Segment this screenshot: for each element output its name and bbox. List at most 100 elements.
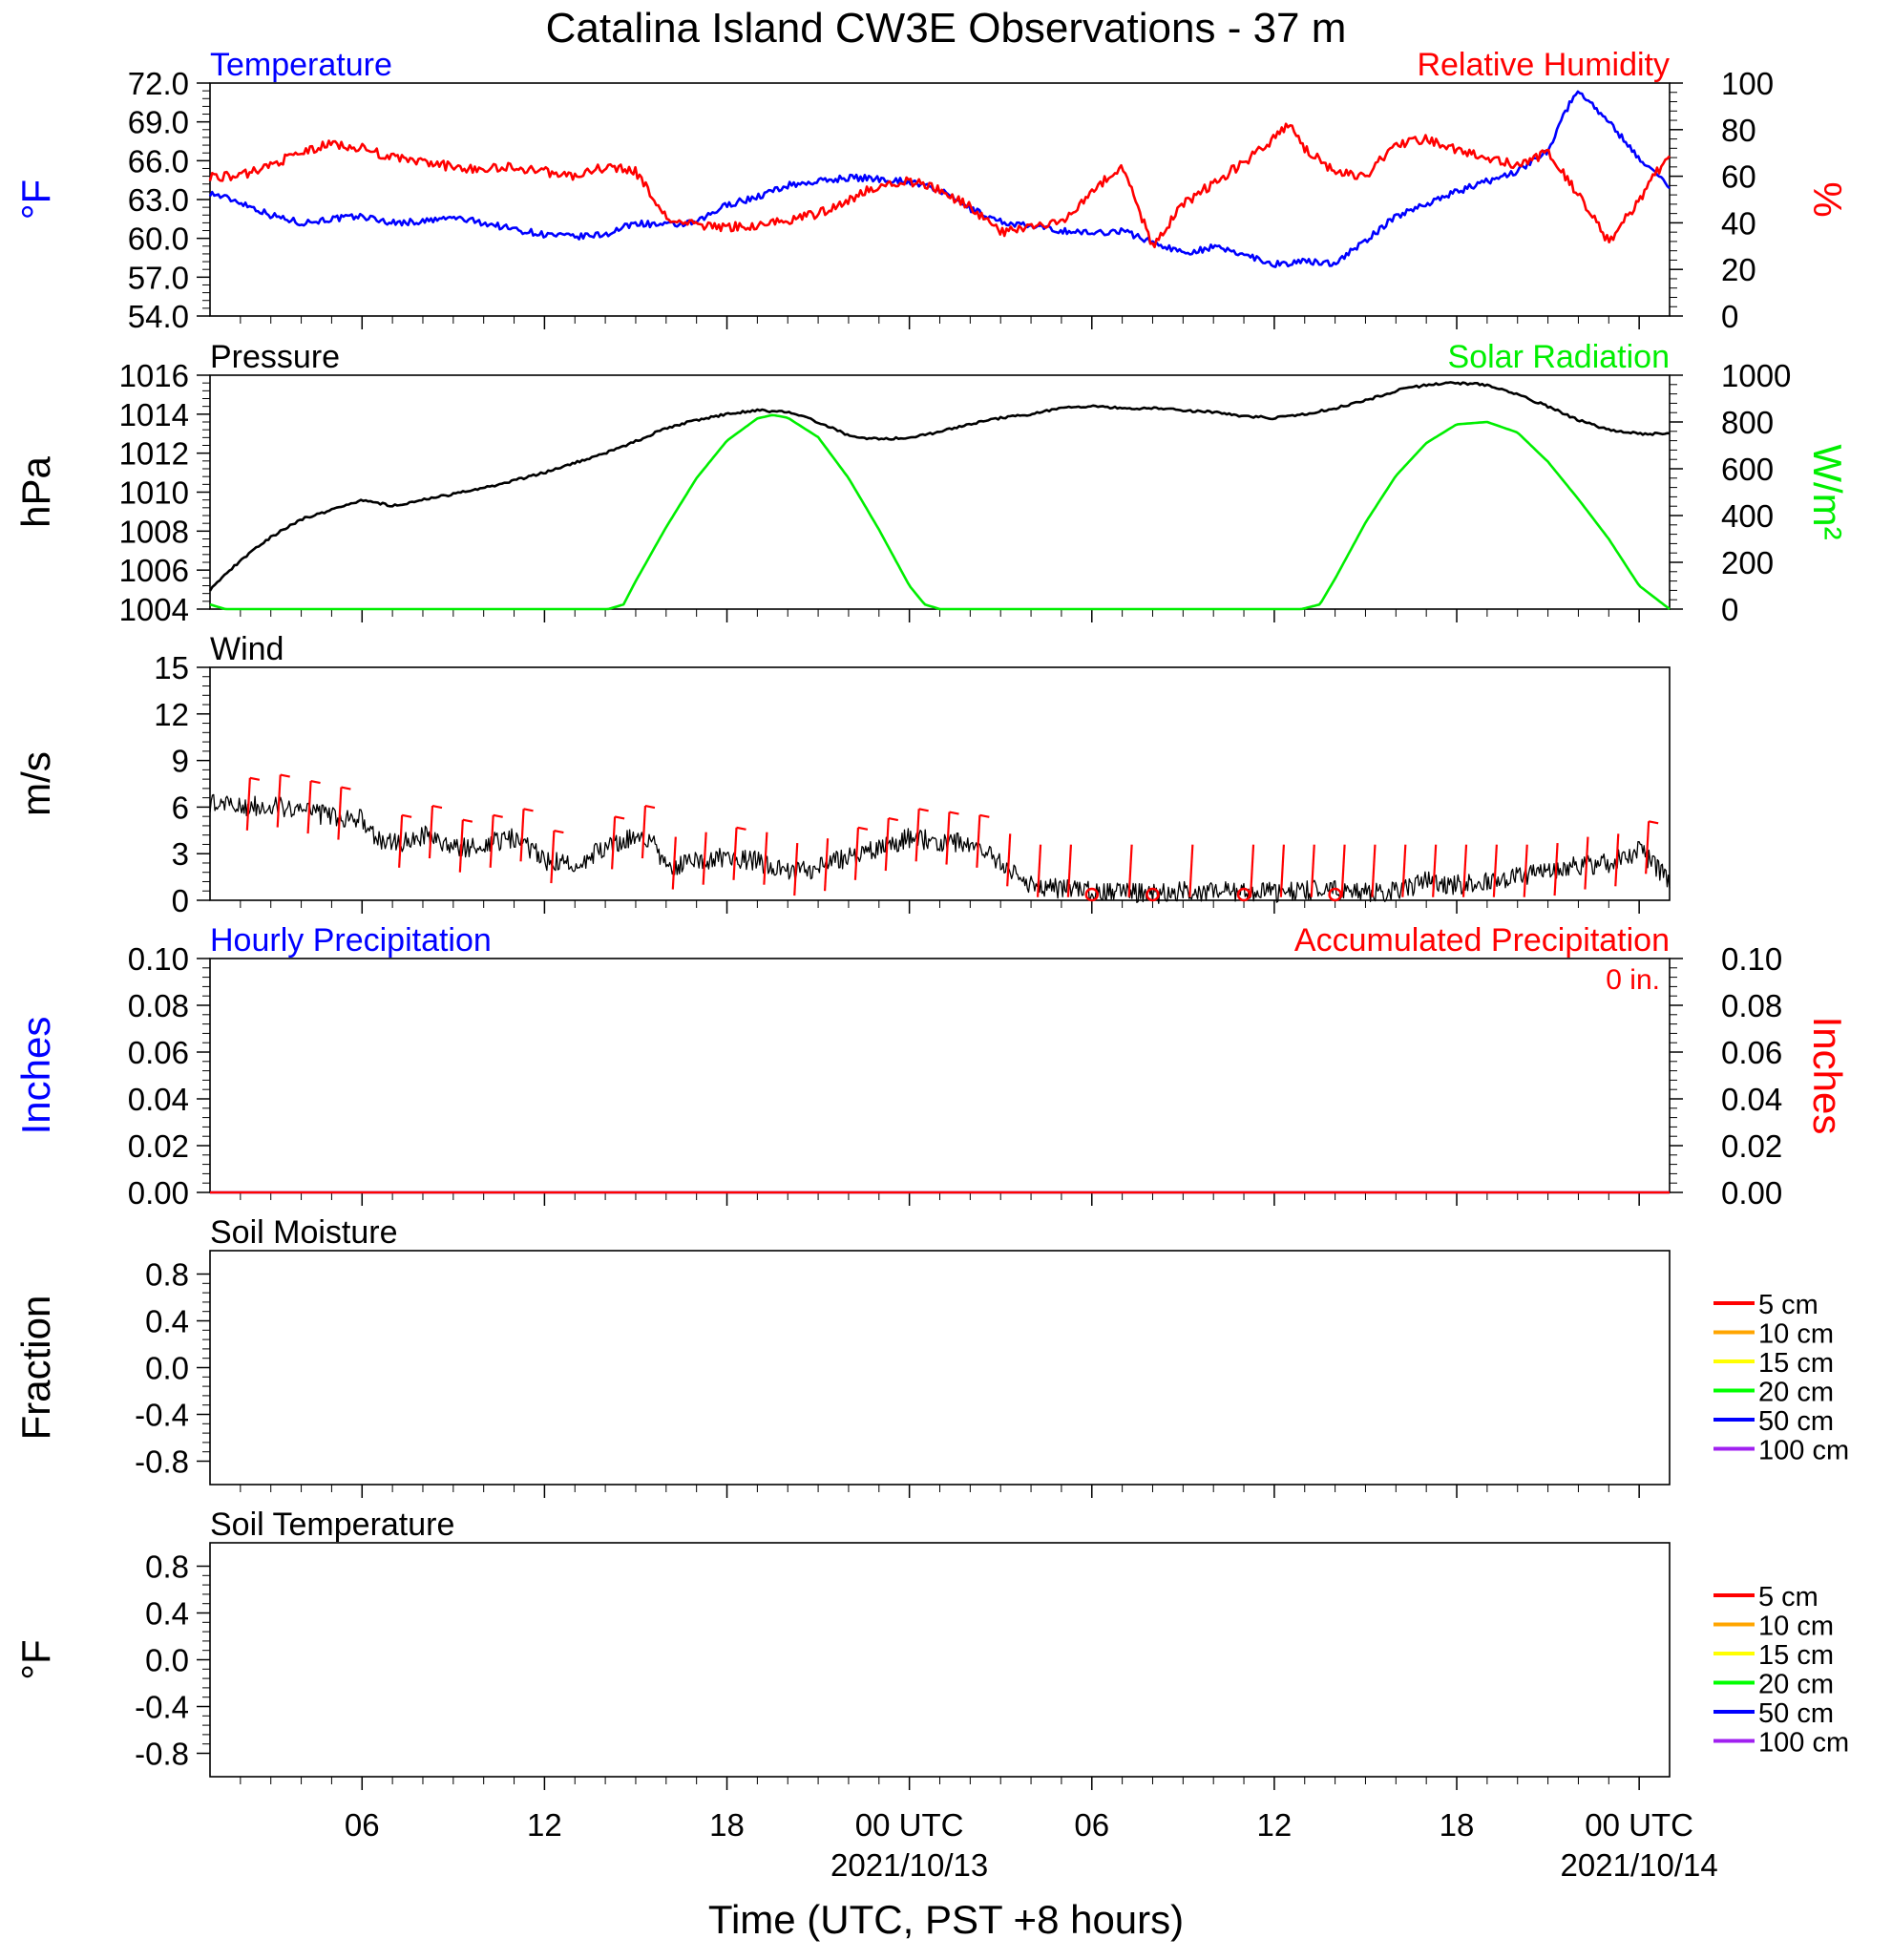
wind-barb [793, 843, 799, 896]
calm-wind-marker [1236, 887, 1251, 902]
y-right-tick-label: 40 [1721, 205, 1756, 241]
wind-barb-flag [918, 808, 929, 812]
y-left-tick-label: 9 [172, 744, 189, 779]
legend-label: 20 cm [1758, 1378, 1834, 1408]
y-left-tick-label: 0.4 [145, 1596, 189, 1632]
panel-title-left: Hourly Precipitation [210, 922, 492, 959]
wind-barb-flag [888, 817, 899, 822]
wind-barb [1279, 844, 1285, 897]
y-left-tick-label: 1016 [119, 358, 189, 393]
legend-label: 10 cm [1758, 1319, 1834, 1350]
y-left-tick-label: 57.0 [128, 260, 189, 295]
wind-barb [914, 809, 920, 862]
wind-barb [976, 814, 981, 868]
y-left-tick-label: 0.00 [128, 1175, 189, 1211]
x-tick-label: 06 [345, 1807, 380, 1843]
y-right-tick-label: 80 [1721, 113, 1756, 148]
wind-barb [1249, 844, 1255, 897]
wind-barb [306, 780, 312, 834]
panel-title-right: Accumulated Precipitation [1294, 922, 1670, 959]
wind-barb [428, 806, 434, 859]
wind-barb-flag [462, 818, 473, 823]
panel-wind: Wind m/s 15 12 9 6 3 0 [13, 631, 1671, 918]
series-line-relative-humidity [208, 122, 1671, 249]
precip-annotation: 0 in. [1606, 964, 1660, 996]
y-axis-label-left: °F [13, 179, 58, 220]
series-line-pressure [208, 381, 1671, 592]
wind-barb-flag [1648, 820, 1659, 825]
legend-label: 15 cm [1758, 1640, 1834, 1671]
y-left-tick-label: 0.8 [145, 1257, 189, 1293]
wind-barb [1553, 843, 1559, 896]
wind-barb [1523, 844, 1528, 897]
wind-barb [337, 787, 343, 840]
wind-barb [1584, 836, 1589, 890]
legend-label: 20 cm [1758, 1670, 1834, 1700]
legend-label: 5 cm [1758, 1582, 1818, 1612]
y-axis-label-left: Inches [13, 1017, 58, 1135]
panel-title-left: Temperature [210, 47, 392, 83]
panel-title-left: Soil Moisture [210, 1214, 398, 1251]
wind-barb [1614, 833, 1620, 887]
wind-barb [763, 832, 768, 885]
wind-barb [1006, 833, 1012, 887]
y-axis-label-right: % [1805, 181, 1850, 217]
x-tick-label: 12 [527, 1807, 562, 1843]
y-right-tick-label: 100 [1721, 66, 1774, 101]
wind-barb [732, 827, 738, 880]
calm-wind-marker [1328, 887, 1342, 902]
y-right-tick-label: 0.00 [1721, 1175, 1782, 1211]
x-tick-label: 00 UTC [1585, 1807, 1693, 1843]
wind-barb-flag [979, 813, 990, 818]
y-left-tick-label: 0.02 [128, 1128, 189, 1164]
panel-frame [209, 374, 1671, 610]
wind-barb [611, 816, 617, 870]
wind-barb-flag [736, 826, 746, 831]
wind-barb [641, 806, 647, 859]
panel-soil-temperature: Soil Temperature°F0.80.40.0-0.4-0.85 cm1… [13, 1507, 1849, 1790]
y-right-tick-label: 0 [1721, 592, 1738, 627]
series-line-wind [209, 793, 1671, 904]
y-axis-label-right: Inches [1805, 1017, 1850, 1135]
y-right-tick-label: 600 [1721, 452, 1774, 487]
y-left-tick-label: -0.4 [135, 1690, 189, 1725]
wind-barb [1645, 821, 1650, 875]
wind-barb [1188, 844, 1194, 897]
wind-barb [276, 774, 282, 828]
wind-barb [458, 819, 464, 873]
y-axis-label-left: hPa [13, 455, 58, 527]
wind-barb [1492, 844, 1498, 897]
y-right-tick-label: 0.04 [1721, 1082, 1782, 1117]
wind-barb-flag [401, 813, 412, 818]
x-tick-label: 06 [1074, 1807, 1109, 1843]
y-axis-label-left: m/s [13, 751, 58, 816]
y-left-tick-label: -0.4 [135, 1398, 189, 1433]
y-right-tick-label: 0 [1721, 299, 1738, 334]
x-tick-date: 2021/10/14 [1561, 1847, 1718, 1883]
y-right-tick-label: 200 [1721, 545, 1774, 580]
y-right-tick-label: 800 [1721, 405, 1774, 440]
y-right-tick-label: 0.06 [1721, 1035, 1782, 1070]
y-left-tick-label: 1006 [119, 553, 189, 588]
wind-barb-flag [310, 779, 321, 785]
wind-barb [1066, 844, 1073, 897]
legend-label: 10 cm [1758, 1612, 1834, 1642]
x-tick-label: 00 UTC [855, 1807, 964, 1843]
panel-soil-moisture: Soil Moisture Fraction 0.8 0.4 0.0 -0.4 -0.8 5 … [13, 1214, 1849, 1498]
legend-label: 50 cm [1758, 1406, 1834, 1437]
y-left-tick-label: 63.0 [128, 182, 189, 218]
panel-temperature-humidity: Temperature Relative Humidity°F %72.069.06… [13, 47, 1850, 334]
wind-barb [671, 836, 677, 890]
panel-pressure-solar: Pressure Solar Radiation hPa W/m² 1016 1014 10… [13, 339, 1850, 627]
panel-title-left: Wind [210, 631, 284, 667]
panel-frame [209, 82, 1671, 317]
wind-barb-flag [280, 773, 290, 778]
wind-barb [945, 811, 951, 865]
panel-frame [209, 1250, 1671, 1486]
y-left-tick-label: 15 [154, 650, 189, 685]
legend-label: 100 cm [1758, 1436, 1849, 1466]
y-left-tick-label: 1008 [119, 514, 189, 549]
